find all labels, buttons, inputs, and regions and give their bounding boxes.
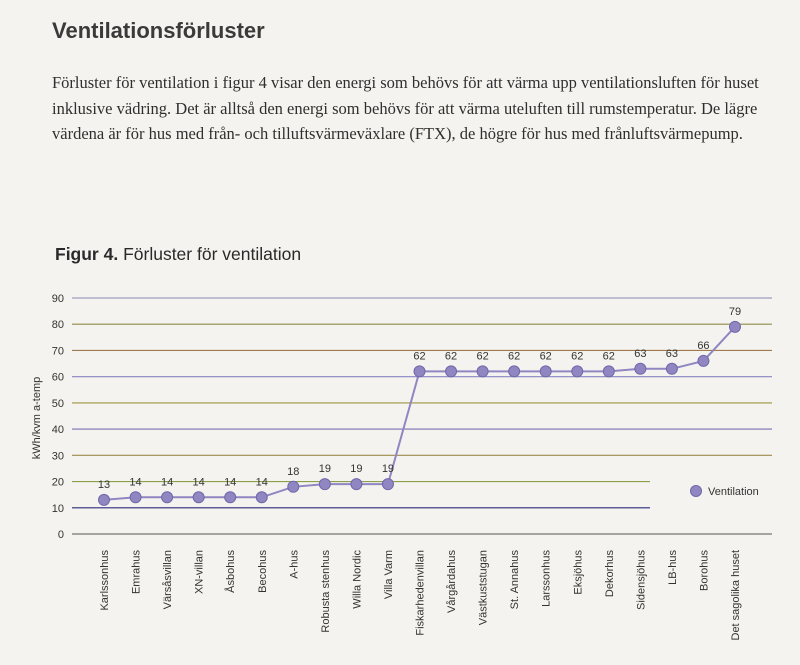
data-point [350,478,363,491]
y-tick-label: 30 [52,450,64,462]
series-ventilation: 13 14 14 14 14 14 18 19 19 19 62 62 62 62 62 62 62 63 63 66… [98,306,741,506]
data-label: 63 [666,348,678,360]
legend-label: Ventilation [708,486,759,498]
x-tick-label: A-hus [288,550,300,579]
data-label: 14 [129,476,141,488]
data-point [161,491,174,504]
data-point [255,491,268,504]
x-tick-label: LB-hus [667,550,679,585]
data-point [318,478,331,491]
y-tick-label: 80 [52,319,64,331]
data-point [476,365,489,378]
data-point [129,491,142,504]
y-tick-label: 90 [52,293,64,305]
data-point [381,478,394,491]
x-tick-label: Åsbohus [224,550,237,593]
data-point [445,365,458,378]
data-label: 13 [98,479,110,491]
x-tick-label: Borohus [698,550,710,591]
x-tick-label: Robusta stenhus [320,550,332,633]
data-point [508,365,521,378]
legend: Ventilation [690,485,759,498]
x-tick-label: Eksjöhus [572,550,584,595]
y-tick-label: 0 [58,529,64,541]
data-label: 79 [729,306,741,318]
x-tick-label: Värsåsvillan [162,550,174,609]
x-tick-label: Larssonhus [541,550,553,607]
data-label: 14 [193,476,205,488]
y-tick-label: 50 [52,398,64,410]
x-tick-label: XN-villan [194,550,206,594]
data-point [539,365,552,378]
x-tick-label: Sidensjöhus [635,550,647,610]
data-point [287,480,300,493]
data-label: 66 [697,340,709,352]
figure-label: Figur 4. [55,244,119,264]
data-label: 62 [540,350,552,362]
x-tick-label: Fiskarhedenvillan [415,550,427,636]
x-tick-label: Becohus [257,550,269,593]
x-tick-label: Västkuststugan [478,550,490,625]
data-point [602,365,615,378]
data-label: 62 [413,350,425,362]
data-label: 14 [161,476,173,488]
data-point [571,365,584,378]
data-label: 62 [603,350,615,362]
data-label: 19 [319,463,331,475]
data-point [224,491,237,504]
section-heading: Ventilationsförluster [52,18,265,43]
data-point [98,493,110,506]
figure-title: Figur 4. Förluster för ventilation [55,244,301,265]
data-point [192,491,205,504]
x-tick-label: Villa Varm [383,550,395,599]
data-label: 19 [382,463,394,475]
x-tick-label: Karlssonhus [99,550,111,611]
gridlines [72,297,772,535]
legend-marker [690,485,702,497]
data-label: 62 [571,350,583,362]
x-tick-label: Det sagolika huset [730,550,742,641]
data-point [697,354,710,367]
x-tick-label: St. Annahus [509,550,521,610]
data-label: 18 [287,466,299,478]
data-label: 63 [634,348,646,360]
data-point [665,362,678,375]
data-label: 14 [224,476,236,488]
y-axis-ticks: 0 10 20 30 40 50 60 70 80 90 [52,293,64,541]
section-paragraph: Förluster för ventilation i figur 4 visa… [52,73,759,143]
data-point [729,320,741,333]
data-label: 62 [445,350,457,362]
data-label: 62 [476,350,488,362]
x-axis-ticks: Karlssonhus Emrahus Värsåsvillan XN-villan Å… [99,550,742,641]
y-tick-label: 70 [52,345,64,357]
x-tick-label: Emrahus [131,550,143,595]
y-tick-label: 10 [52,503,64,515]
data-label: 19 [350,463,362,475]
y-tick-label: 60 [52,372,64,384]
y-tick-label: 40 [52,424,64,436]
x-tick-label: Willa Nordic [351,550,363,609]
data-point [413,365,426,378]
data-label: 62 [508,350,520,362]
x-tick-label: Dekorhus [604,550,616,598]
data-point [634,362,647,375]
figure-caption: Förluster för ventilation [123,244,302,264]
y-tick-label: 20 [52,477,64,489]
y-axis-label: kWh/kvm a-temp [31,377,43,460]
data-label: 14 [256,476,268,488]
x-tick-label: Vårgårdahus [446,550,458,613]
